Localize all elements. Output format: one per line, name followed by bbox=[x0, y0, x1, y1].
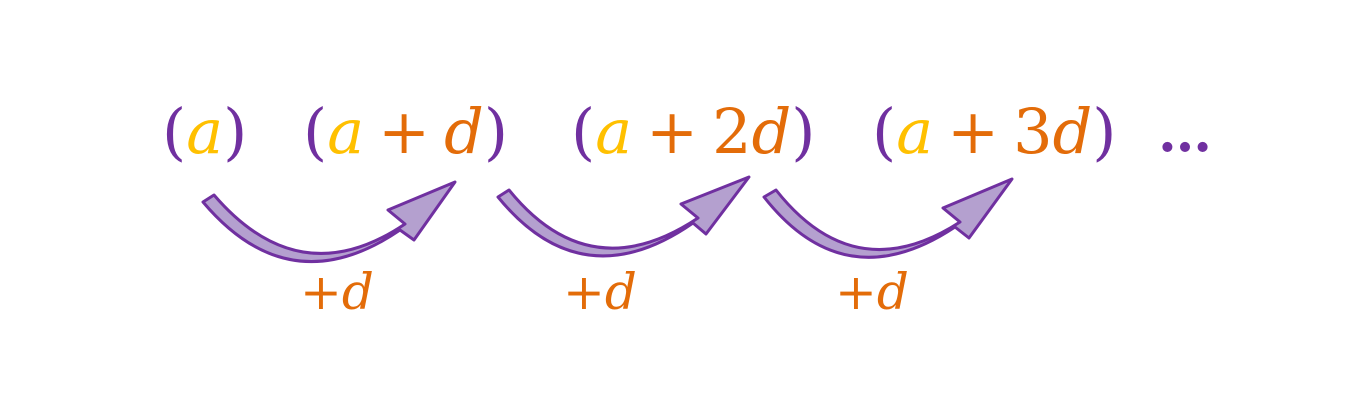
step-label-1: +d bbox=[300, 262, 374, 322]
term-4: (a +3d) bbox=[872, 92, 1116, 172]
curved-arrow-icon-2 bbox=[496, 175, 751, 258]
term-2-a: a bbox=[327, 95, 365, 168]
sequence-ellipsis: … bbox=[1158, 100, 1212, 164]
term-3-close-paren: ) bbox=[791, 95, 816, 168]
term-2-plus: + bbox=[378, 95, 431, 168]
term-1-close-paren: ) bbox=[223, 95, 248, 168]
term-4-close-paren: ) bbox=[1092, 95, 1117, 168]
term-3-d: d bbox=[751, 95, 792, 168]
term-3-open-paren: ( bbox=[571, 95, 596, 168]
term-1: (a) bbox=[162, 92, 247, 172]
step-label-3-var: d bbox=[876, 263, 909, 321]
term-2-close-paren: ) bbox=[483, 95, 509, 168]
term-4-d: d bbox=[1052, 95, 1093, 168]
step-label-3-sign: + bbox=[835, 263, 877, 321]
step-label-1-var: d bbox=[341, 263, 374, 321]
term-3-coef: 2 bbox=[712, 95, 752, 168]
step-label-2: +d bbox=[563, 262, 637, 322]
step-label-3: +d bbox=[835, 262, 909, 322]
term-3-a: a bbox=[595, 95, 633, 168]
step-label-2-sign: + bbox=[563, 263, 605, 321]
term-1-open-paren: ( bbox=[162, 95, 187, 168]
term-1-a: a bbox=[186, 95, 224, 168]
step-label-2-var: d bbox=[604, 263, 637, 321]
term-2: (a + d) bbox=[303, 92, 508, 172]
term-4-coef: 3 bbox=[1013, 95, 1053, 168]
term-4-a: a bbox=[896, 95, 934, 168]
term-4-open-paren: ( bbox=[872, 95, 897, 168]
term-3: (a +2d) bbox=[571, 92, 815, 172]
step-label-1-sign: + bbox=[300, 263, 342, 321]
curved-arrow-icon-3 bbox=[762, 177, 1014, 259]
term-2-d: d bbox=[444, 95, 484, 168]
term-4-plus: + bbox=[947, 95, 1000, 168]
term-2-open-paren: ( bbox=[303, 95, 328, 168]
term-3-plus: + bbox=[646, 95, 699, 168]
curved-arrow-icon-1 bbox=[201, 180, 457, 264]
